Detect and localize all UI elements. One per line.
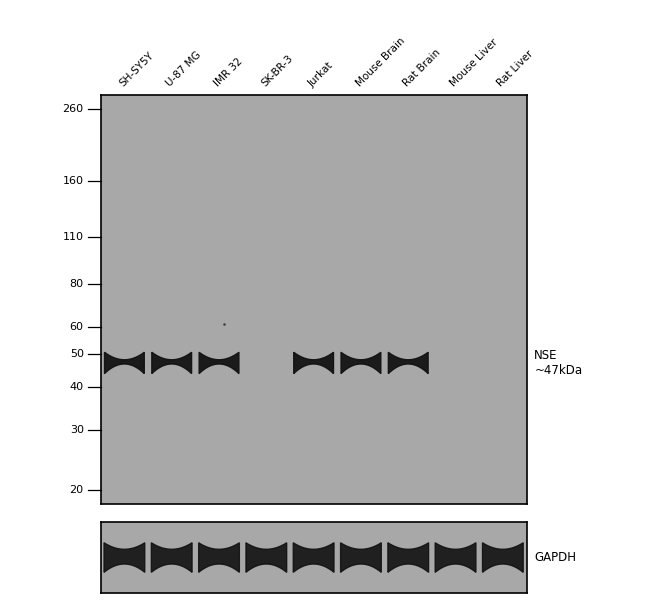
Polygon shape bbox=[152, 353, 192, 373]
Polygon shape bbox=[104, 543, 145, 573]
Text: 260: 260 bbox=[62, 104, 84, 114]
Text: Rat Brain: Rat Brain bbox=[401, 48, 442, 89]
Polygon shape bbox=[151, 543, 192, 573]
Polygon shape bbox=[105, 353, 144, 373]
Polygon shape bbox=[199, 353, 239, 373]
Polygon shape bbox=[294, 353, 333, 373]
Polygon shape bbox=[341, 353, 381, 373]
Text: 50: 50 bbox=[70, 349, 84, 359]
Polygon shape bbox=[152, 353, 192, 373]
Text: 160: 160 bbox=[62, 176, 84, 186]
Text: SK-BR-3: SK-BR-3 bbox=[259, 53, 294, 89]
Text: Mouse Brain: Mouse Brain bbox=[354, 36, 406, 89]
Text: 20: 20 bbox=[70, 485, 84, 495]
Polygon shape bbox=[199, 543, 239, 573]
Polygon shape bbox=[246, 543, 287, 573]
Text: 80: 80 bbox=[70, 279, 84, 289]
Polygon shape bbox=[341, 353, 381, 373]
Polygon shape bbox=[388, 543, 428, 573]
Text: 30: 30 bbox=[70, 425, 84, 434]
Text: 110: 110 bbox=[62, 232, 84, 242]
Polygon shape bbox=[199, 353, 239, 373]
Text: 40: 40 bbox=[70, 382, 84, 392]
Text: NSE
~47kDa: NSE ~47kDa bbox=[534, 349, 582, 377]
Text: SH-SY5Y: SH-SY5Y bbox=[118, 51, 155, 89]
Text: Rat Liver: Rat Liver bbox=[496, 49, 536, 89]
Text: GAPDH: GAPDH bbox=[534, 551, 577, 564]
Text: U-87 MG: U-87 MG bbox=[164, 50, 203, 89]
Polygon shape bbox=[293, 543, 334, 573]
Polygon shape bbox=[388, 353, 428, 373]
Polygon shape bbox=[436, 543, 476, 573]
Text: IMR 32: IMR 32 bbox=[212, 56, 244, 89]
Polygon shape bbox=[388, 353, 428, 373]
Text: Mouse Liver: Mouse Liver bbox=[448, 37, 500, 89]
Text: 60: 60 bbox=[70, 321, 84, 332]
Polygon shape bbox=[482, 543, 523, 573]
Polygon shape bbox=[341, 543, 382, 573]
Polygon shape bbox=[294, 353, 333, 373]
Text: Jurkat: Jurkat bbox=[307, 60, 335, 89]
Polygon shape bbox=[105, 353, 144, 373]
